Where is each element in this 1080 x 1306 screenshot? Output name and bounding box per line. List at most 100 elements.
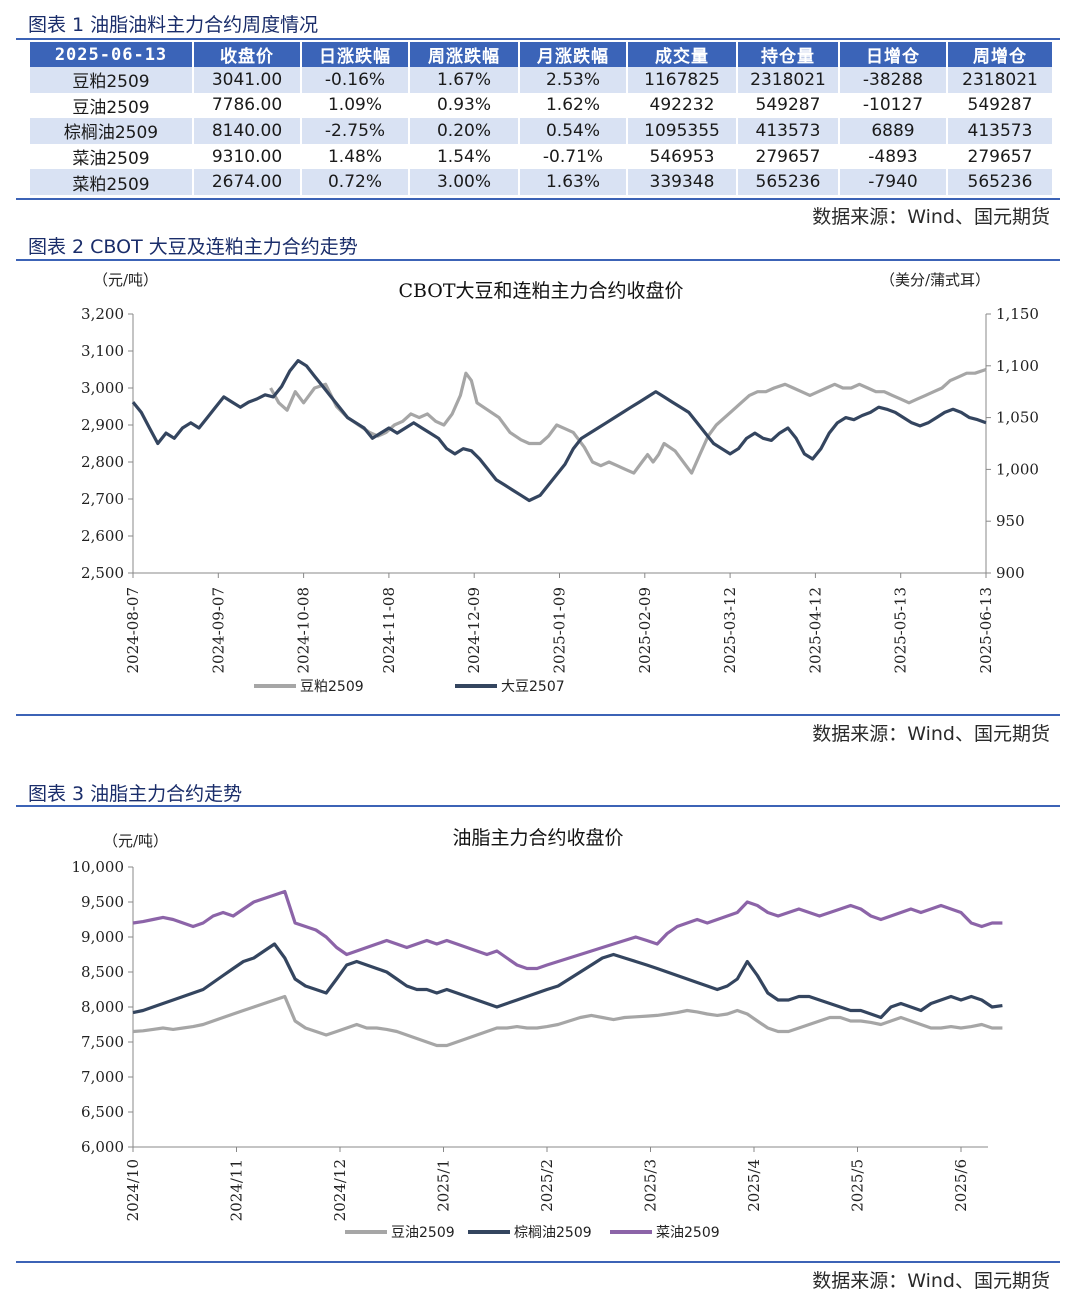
table-cell: -10127: [840, 92, 946, 119]
fig1-bottom-rule: [16, 198, 1060, 200]
y-tick-label-right: 1,000: [996, 460, 1039, 478]
x-tick-label: 2025-04-12: [806, 587, 824, 673]
table-cell: 1.09%: [302, 92, 408, 119]
table-cell: 7786.00: [194, 92, 300, 119]
table-cell: -7940: [840, 169, 946, 195]
x-tick-label: 2024/12: [331, 1159, 349, 1221]
table-cell: 1.48%: [302, 143, 408, 170]
table-header-cell: 成交量: [628, 42, 736, 67]
table-cell: 2674.00: [194, 169, 300, 195]
series-line-1: [131, 358, 987, 503]
y-tick-label: 8,500: [81, 963, 124, 981]
y-tick-label: 7,500: [81, 1033, 124, 1051]
table-header-row: 2025-06-13 收盘价 日涨跌幅 周涨跌幅 月涨跌幅 成交量 持仓量 日增仓 周增仓: [30, 42, 1052, 67]
table-cell: 413573: [738, 118, 838, 144]
y-tick-label-right: 900: [996, 564, 1025, 582]
table-cell: 菜油2509: [30, 143, 192, 170]
y-tick-label-left: 3,000: [81, 379, 124, 397]
table-cell: 1095355: [628, 118, 736, 144]
table-header-cell: 月涨跌幅: [520, 42, 626, 67]
fig2-source: 数据来源：Wind、国元期货: [812, 723, 1050, 745]
x-tick-label: 2024-09-07: [209, 587, 227, 673]
table-cell: 3.00%: [410, 169, 518, 195]
y-tick-label-left: 2,900: [81, 416, 124, 434]
table-cell: 1.62%: [520, 92, 626, 119]
table-cell: 0.20%: [410, 118, 518, 144]
table-cell: 2318021: [948, 67, 1052, 93]
table-cell: 549287: [738, 92, 838, 119]
x-tick-label: 2024-10-08: [295, 587, 313, 673]
y-tick-label: 9,000: [81, 928, 124, 946]
table-row: 豆粕2509 3041.00 -0.16% 1.67% 2.53% 1167825 2318…: [30, 67, 1052, 93]
table-cell: 1.54%: [410, 143, 518, 170]
summary-table: 2025-06-13 收盘价 日涨跌幅 周涨跌幅 月涨跌幅 成交量 持仓量 日增仓 周增仓 豆粕…: [28, 42, 1054, 195]
y-tick-label-right: 950: [996, 512, 1025, 530]
table-header-cell: 日增仓: [840, 42, 946, 67]
y-tick-label-right: 1,050: [996, 409, 1039, 427]
fig3-top-rule: [16, 805, 1060, 807]
y-axis-label: （元/吨）: [103, 832, 168, 850]
table-cell: 546953: [628, 143, 736, 170]
table-cell: 549287: [948, 92, 1052, 119]
y-tick-label-left: 2,700: [81, 490, 124, 508]
table-cell: 1.67%: [410, 67, 518, 93]
table-cell: 339348: [628, 169, 736, 195]
table-row: 棕榈油2509 8140.00 -2.75% 0.20% 0.54% 1095355 413…: [30, 118, 1052, 144]
y-axis-label-left: （元/吨）: [93, 271, 158, 289]
series-line-0: [269, 367, 987, 475]
table-cell: 0.93%: [410, 92, 518, 119]
table-cell: 492232: [628, 92, 736, 119]
series-line-2: [132, 889, 1003, 971]
x-tick-label: 2025/2: [538, 1159, 556, 1212]
table-cell: 2.53%: [520, 67, 626, 93]
fig2-top-rule: [16, 259, 1060, 261]
table-cell: -2.75%: [302, 118, 408, 144]
table-cell: 豆油2509: [30, 92, 192, 119]
table-cell: 菜粕2509: [30, 169, 192, 195]
chart-oils: 油脂主力合约收盘价 （元/吨） 6,000 6,500 7,000 7,500 8,000 8…: [72, 827, 1003, 1241]
table-cell: 2318021: [738, 67, 838, 93]
y-axis-label-right: （美分/蒲式耳）: [880, 271, 990, 289]
chart-title: CBOT大豆和连粕主力合约收盘价: [398, 280, 683, 302]
table-cell: 6889: [840, 118, 946, 144]
fig1-top-rule: [16, 38, 1060, 40]
fig1-title: 图表 1 油脂油料主力合约周度情况: [28, 14, 319, 36]
legend-label: 豆粕2509: [300, 679, 364, 695]
table-cell: 565236: [948, 169, 1052, 195]
legend-label: 菜油2509: [656, 1225, 720, 1241]
x-tick-label: 2024-12-09: [465, 587, 483, 673]
y-tick-label-left: 3,200: [81, 305, 124, 323]
x-tick-label: 2025/6: [952, 1159, 970, 1212]
table-cell: -0.71%: [520, 143, 626, 170]
table-cell: 279657: [738, 143, 838, 170]
x-tick-label: 2025/4: [745, 1159, 763, 1212]
fig1-source: 数据来源：Wind、国元期货: [812, 206, 1050, 228]
table-header-cell: 2025-06-13: [30, 42, 192, 67]
table-cell: 0.54%: [520, 118, 626, 144]
y-tick-label: 6,500: [81, 1103, 124, 1121]
x-tick-label: 2024/11: [228, 1159, 246, 1221]
x-tick-label: 2024/10: [124, 1159, 142, 1221]
table-row: 豆油2509 7786.00 1.09% 0.93% 1.62% 492232 549287…: [30, 92, 1052, 119]
y-tick-label: 6,000: [81, 1138, 124, 1156]
x-tick-label: 2025-01-09: [551, 587, 569, 673]
legend-label: 豆油2509: [391, 1225, 455, 1241]
table-cell: 1.63%: [520, 169, 626, 195]
y-tick-label: 9,500: [81, 893, 124, 911]
fig3-title: 图表 3 油脂主力合约走势: [28, 783, 243, 805]
legend-label: 大豆2507: [501, 679, 565, 695]
table-header-cell: 日涨跌幅: [302, 42, 408, 67]
table-header-cell: 持仓量: [738, 42, 838, 67]
legend-label: 棕榈油2509: [514, 1225, 592, 1241]
table-cell: -0.16%: [302, 67, 408, 93]
x-tick-label: 2025-05-13: [892, 587, 910, 673]
table-cell: 豆粕2509: [30, 67, 192, 93]
y-tick-label-left: 2,800: [81, 453, 124, 471]
table-cell: 1167825: [628, 67, 736, 93]
table-header-cell: 收盘价: [194, 42, 300, 67]
x-tick-label: 2025-03-12: [721, 587, 739, 673]
x-tick-label: 2025-02-09: [636, 587, 654, 673]
y-tick-label-left: 2,600: [81, 527, 124, 545]
table-row: 菜粕2509 2674.00 0.72% 3.00% 1.63% 339348 565236…: [30, 169, 1052, 195]
fig2-bottom-rule: [16, 714, 1060, 716]
